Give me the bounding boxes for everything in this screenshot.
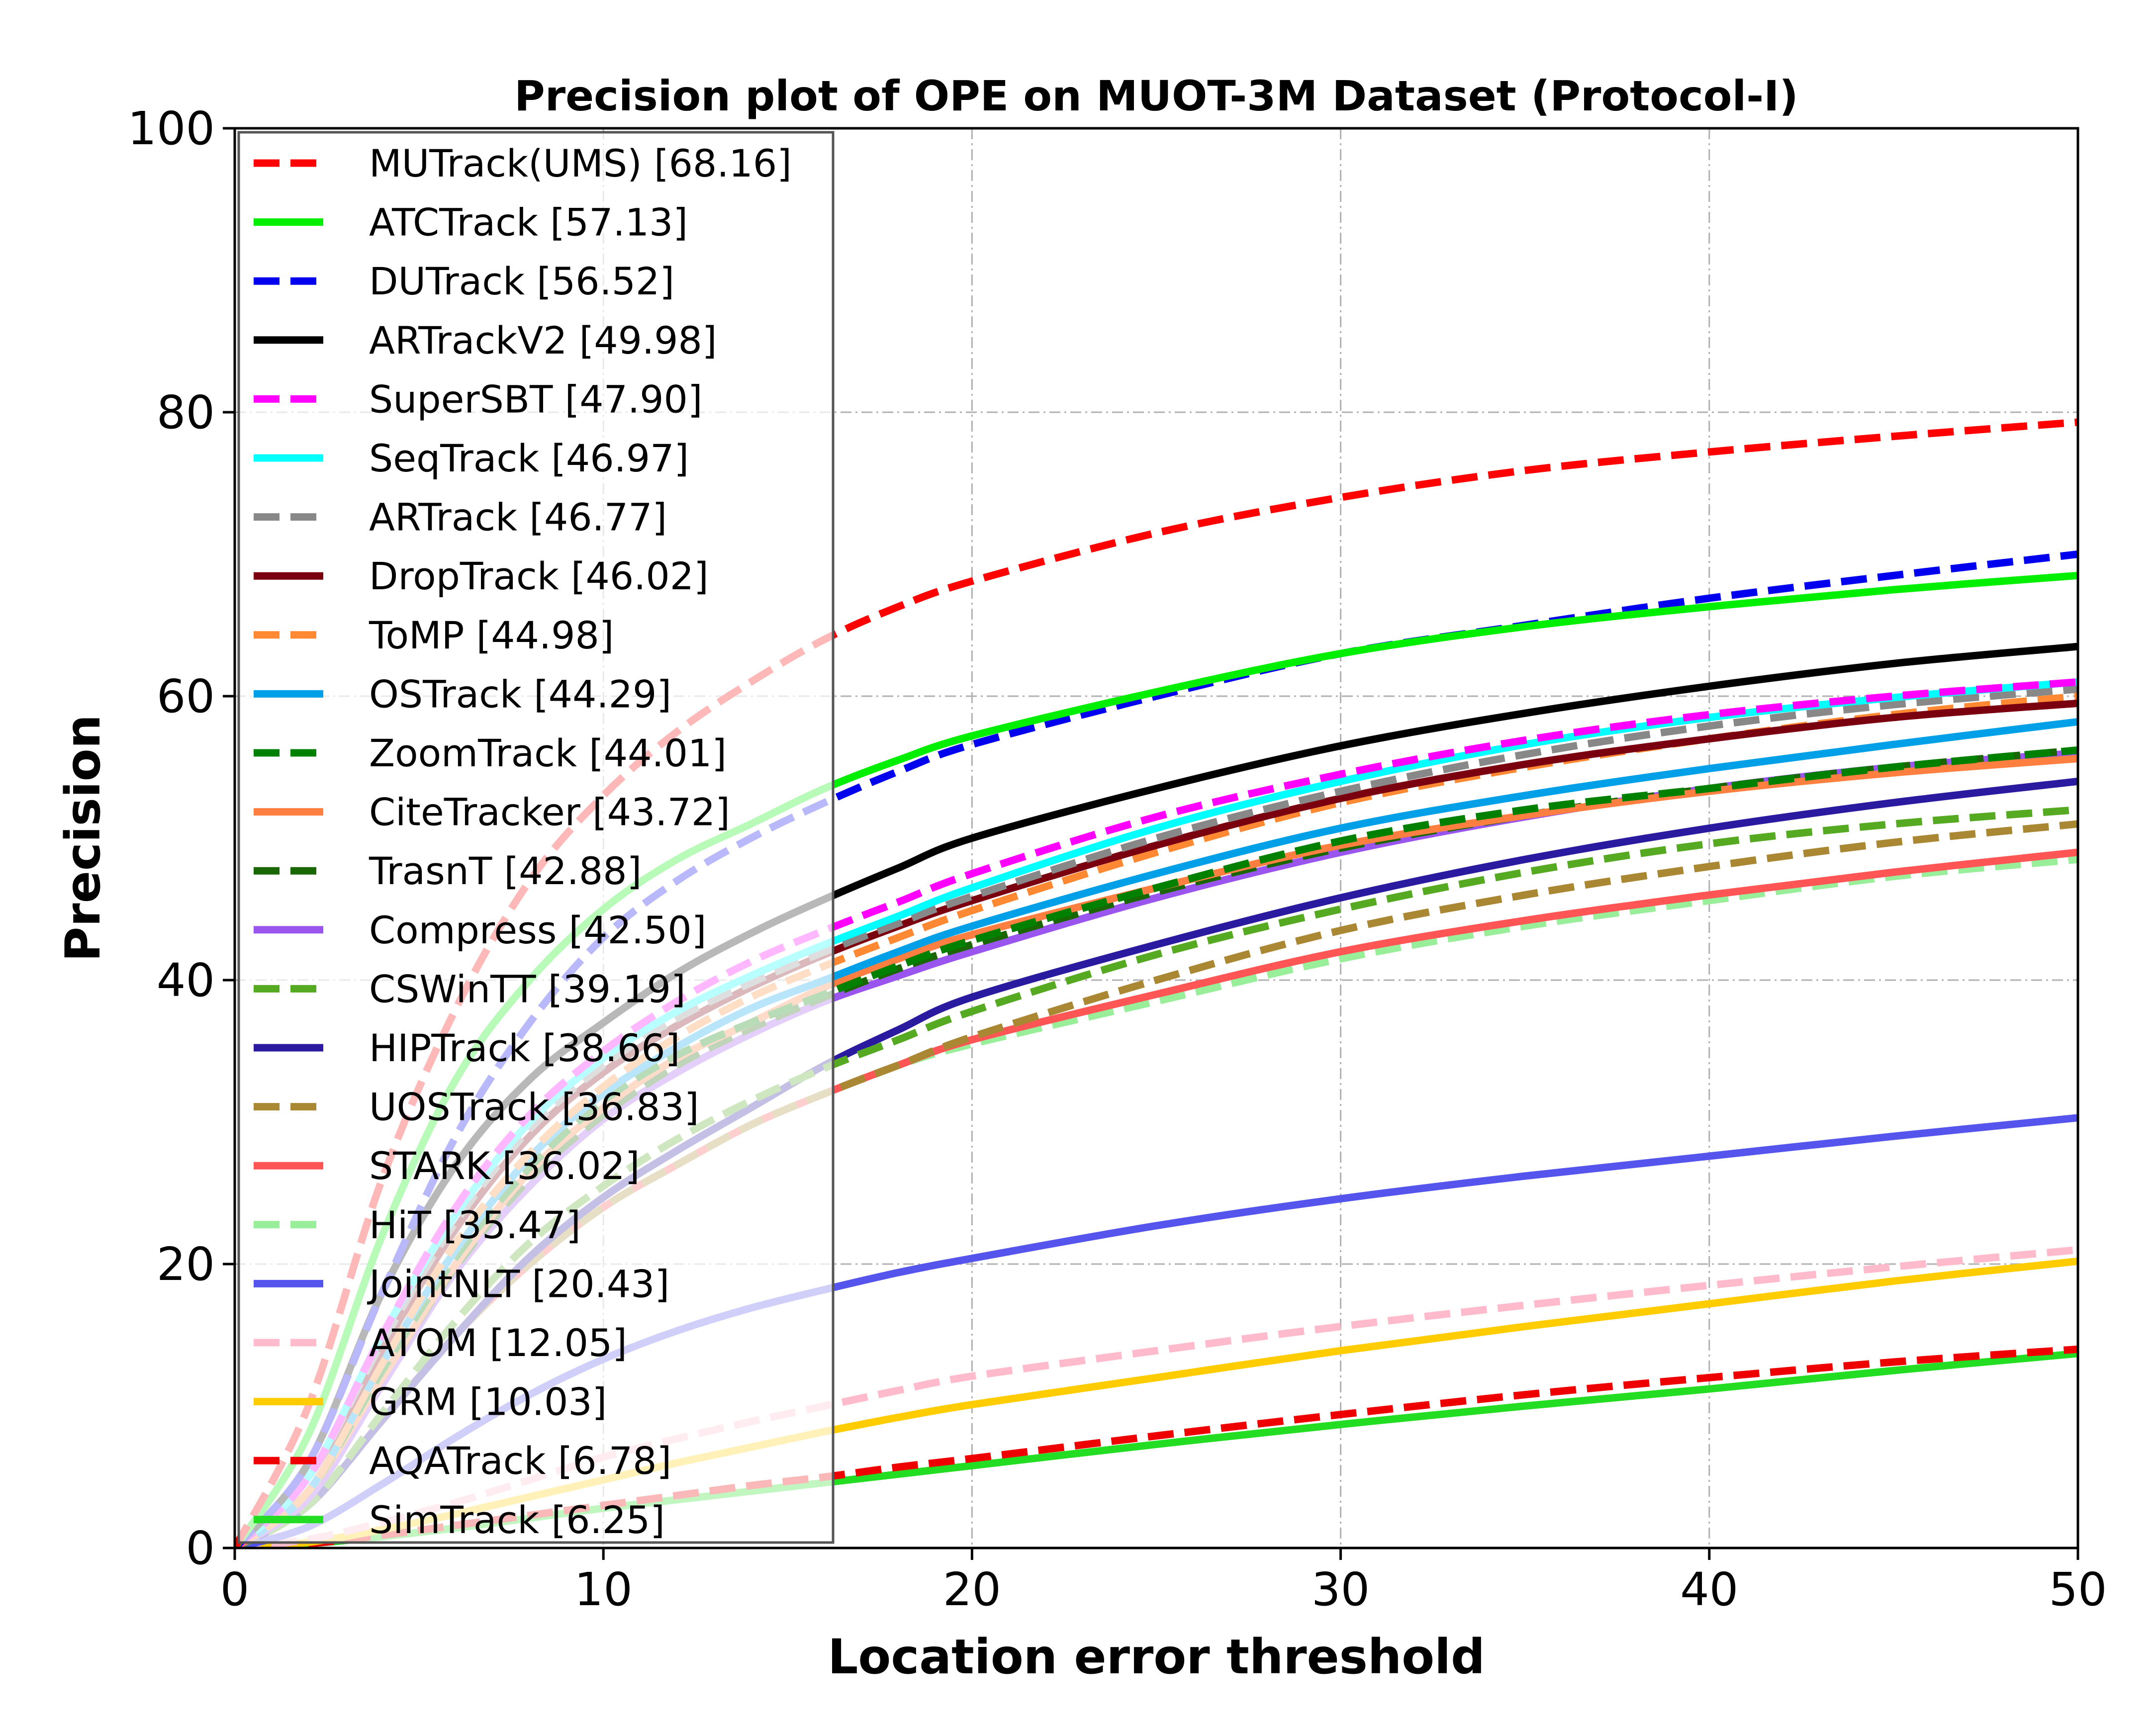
legend-label: SimTrack [6.25] xyxy=(369,1498,665,1542)
legend-label: ARTrackV2 [49.98] xyxy=(369,318,717,363)
x-tick-label: 20 xyxy=(943,1563,1001,1616)
legend-label: JointNLT [20.43] xyxy=(367,1262,669,1306)
legend-label: CSWinTT [39.19] xyxy=(369,967,686,1011)
legend-label: ToMP [44.98] xyxy=(369,613,614,657)
y-tick-label: 0 xyxy=(186,1522,215,1575)
x-tick-label: 50 xyxy=(2049,1563,2107,1616)
y-tick-label: 80 xyxy=(157,386,215,439)
legend-label: OSTrack [44.29] xyxy=(369,672,671,716)
legend-label: ARTrack [46.77] xyxy=(369,495,667,540)
x-tick-label: 0 xyxy=(220,1563,250,1616)
legend-label: DropTrack [46.02] xyxy=(369,554,709,598)
x-tick-label: 40 xyxy=(1680,1563,1738,1616)
x-tick-label: 30 xyxy=(1312,1563,1370,1616)
legend-label: ATCTrack [57.13] xyxy=(369,200,688,245)
y-tick-label: 100 xyxy=(127,102,215,155)
legend-label: ZoomTrack [44.01] xyxy=(369,731,727,775)
legend-label: Compress [42.50] xyxy=(369,908,706,952)
y-tick-label: 60 xyxy=(157,670,215,723)
y-tick-label: 20 xyxy=(157,1238,215,1291)
y-tick-label: 40 xyxy=(157,954,215,1007)
chart-title: Precision plot of OPE on MUOT-3M Dataset… xyxy=(514,72,1798,120)
legend: MUTrack(UMS) [68.16] ATCTrack [57.13] DUTr… xyxy=(237,131,835,1544)
legend-label: SeqTrack [46.97] xyxy=(369,436,689,480)
tick-layer: 0 10 20 30 40 50 0 20 40 60 80 100 xyxy=(127,102,2107,1616)
legend-label: UOSTrack [36.83] xyxy=(369,1085,699,1129)
legend-label: MUTrack(UMS) [68.16] xyxy=(369,141,792,185)
series-line-mutrack-ums xyxy=(235,418,2078,1548)
legend-label: STARK [36.02] xyxy=(369,1144,640,1188)
plot-frame xyxy=(233,127,2079,1549)
legend-label: CiteTracker [43.72] xyxy=(369,790,730,834)
legend-label: AQATrack [6.78] xyxy=(369,1439,671,1483)
legend-label: HiT [35.47] xyxy=(369,1203,581,1247)
legend-label: TrasnT [42.88] xyxy=(369,849,642,893)
legend-box xyxy=(237,131,835,1544)
legend-label: DUTrack [56.52] xyxy=(369,259,674,303)
y-axis-label: Precision xyxy=(55,715,111,962)
legend-label: ATOM [12.05] xyxy=(369,1321,627,1365)
legend-label: SuperSBT [47.90] xyxy=(369,377,703,421)
legend-label: HIPTrack [38.66] xyxy=(369,1026,680,1070)
x-axis-label: Location error threshold xyxy=(828,1629,1485,1685)
series-line-supersbt xyxy=(235,678,2078,1548)
legend-label: GRM [10.03] xyxy=(369,1380,607,1424)
x-tick-label: 10 xyxy=(574,1563,633,1616)
